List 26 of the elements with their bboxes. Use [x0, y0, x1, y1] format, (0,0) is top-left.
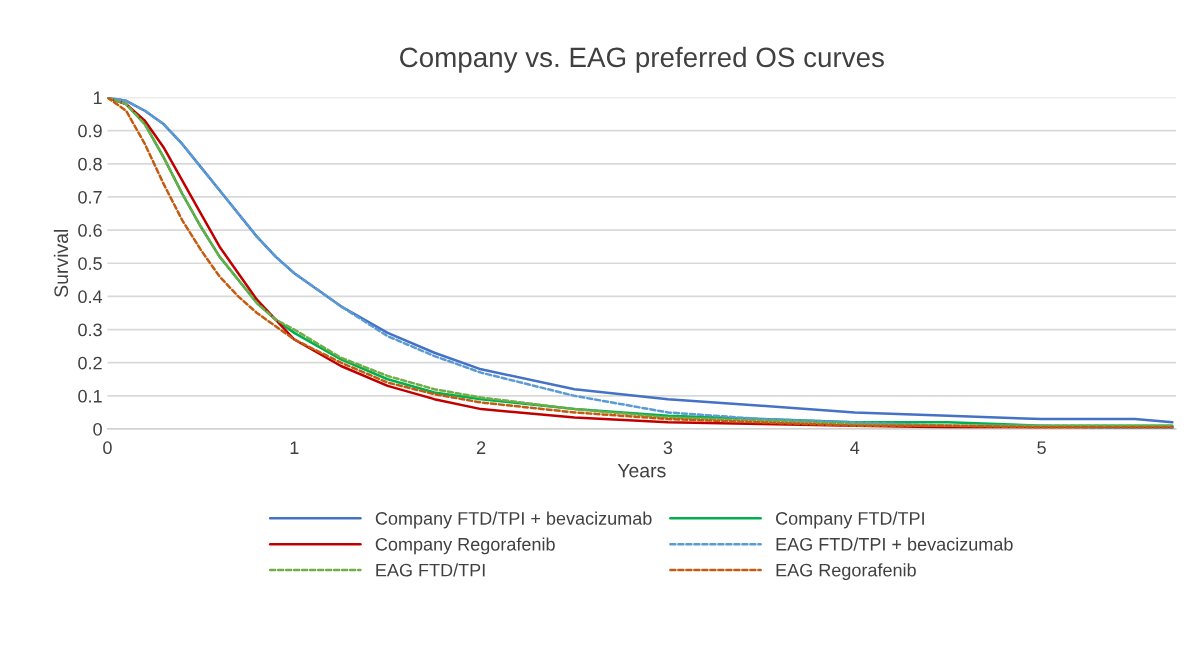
- chart-title: Company vs. EAG preferred OS curves: [400, 46, 884, 73]
- legend-label: Company Regorafenib: [375, 537, 555, 555]
- legend-label: EAG FTD/TPI: [376, 563, 485, 577]
- legend-label: EAG Regorafenib: [776, 563, 916, 581]
- legend-label: Company FTD/TPI + bevacizumab: [375, 511, 652, 529]
- y-tick-label: 0.8: [78, 157, 102, 171]
- y-tick-label: 0.7: [78, 190, 102, 204]
- x-tick-label: 1: [290, 441, 299, 454]
- y-tick-label: 0.9: [78, 124, 102, 138]
- x-tick-label: 4: [850, 441, 860, 454]
- x-axis-title: Years: [617, 463, 666, 478]
- y-tick-label: 1: [93, 91, 102, 105]
- y-tick-label: 0.1: [78, 389, 102, 403]
- x-tick-label: 5: [1037, 441, 1046, 455]
- x-tick-label: 3: [663, 441, 673, 455]
- y-tick-label: 0.5: [78, 257, 102, 270]
- x-tick-label: 0: [103, 441, 112, 455]
- x-tick-label: 2: [476, 441, 486, 454]
- legend-label: EAG FTD/TPI + bevacizumab: [776, 537, 1013, 551]
- y-tick-label: 0: [93, 422, 102, 436]
- y-tick-label: 0.6: [78, 224, 102, 237]
- y-tick-label: 0.4: [78, 290, 103, 304]
- legend-label: Company FTD/TPI: [776, 511, 924, 529]
- y-axis-title: Survival: [53, 229, 69, 297]
- y-tick-label: 0.2: [78, 356, 102, 370]
- y-tick-label: 0.3: [78, 323, 102, 337]
